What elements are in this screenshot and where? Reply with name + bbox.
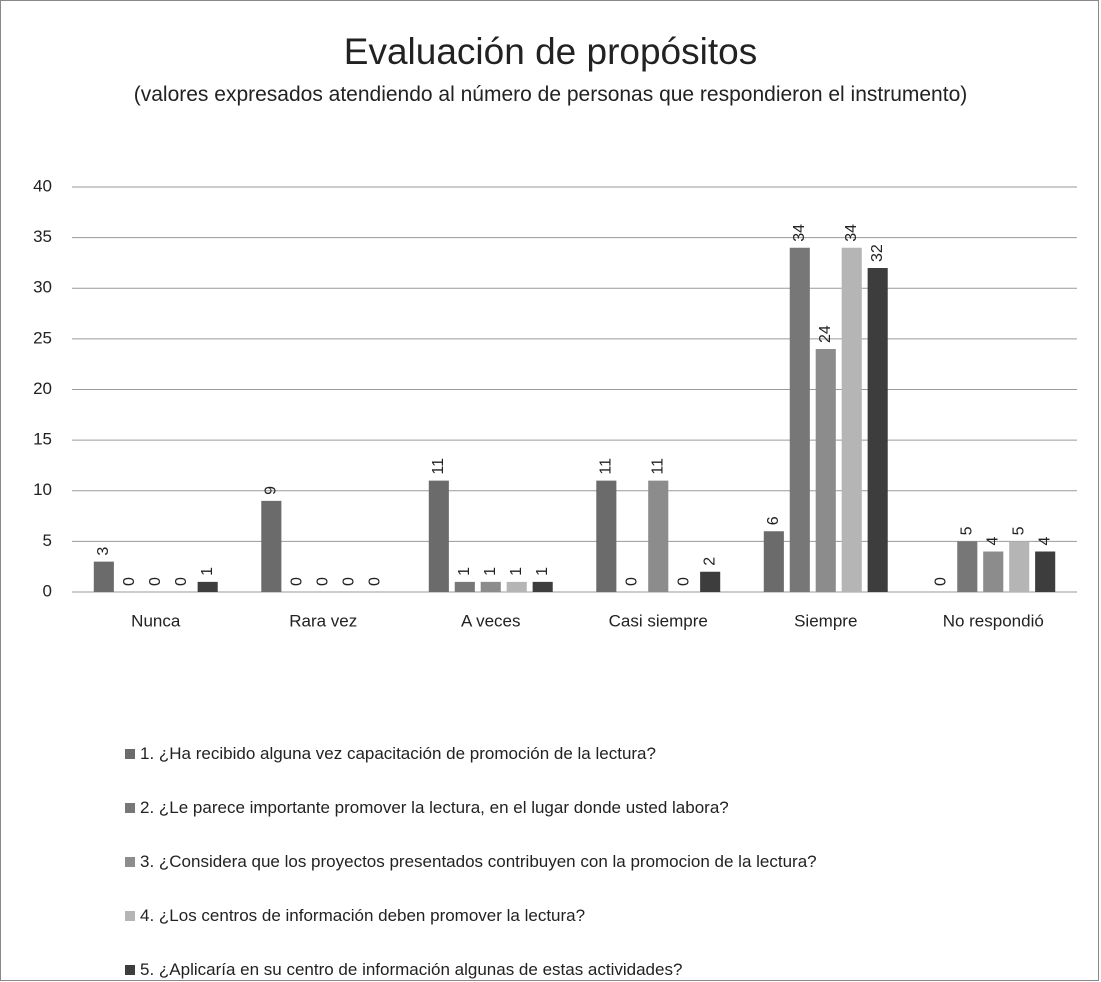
x-tick-label: Siempre (794, 611, 857, 630)
data-label: 0 (289, 577, 306, 586)
bar (428, 480, 449, 592)
y-tick-label: 40 (33, 176, 52, 195)
bar (506, 581, 527, 592)
legend-item: 5. ¿Aplicaría en su centro de informació… (125, 943, 817, 982)
data-label: 1 (508, 567, 525, 576)
legend-label: 3. ¿Considera que los proyectos presenta… (140, 852, 817, 871)
bar (197, 581, 218, 592)
legend: 1. ¿Ha recibido alguna vez capacitación … (125, 727, 817, 982)
data-label: 5 (1010, 526, 1027, 535)
legend-item: 2. ¿Le parece importante promover la lec… (125, 781, 817, 835)
y-tick-label: 0 (43, 581, 52, 600)
bar (261, 500, 282, 592)
data-label: 1 (199, 567, 216, 576)
data-label: 0 (624, 577, 641, 586)
bar (841, 247, 862, 592)
data-label: 0 (340, 577, 357, 586)
chart-title: Evaluación de propósitos (343, 31, 758, 72)
data-label: 1 (534, 567, 551, 576)
data-label: 0 (314, 577, 331, 586)
data-label: 34 (843, 224, 860, 242)
legend-item: 4. ¿Los centros de información deben pro… (125, 889, 817, 943)
x-tick-label: A veces (461, 611, 521, 630)
y-tick-label: 20 (33, 379, 52, 398)
data-label: 11 (430, 458, 447, 475)
bar (1009, 541, 1030, 592)
data-label: 11 (649, 458, 666, 475)
data-label: 0 (147, 577, 164, 586)
bar (700, 571, 721, 592)
legend-swatch (125, 911, 135, 921)
data-label: 34 (791, 224, 808, 242)
bar (815, 349, 836, 592)
legend-label: 4. ¿Los centros de información deben pro… (140, 906, 586, 925)
data-label: 9 (263, 486, 280, 495)
y-tick-label: 15 (33, 430, 52, 449)
data-label: 1 (482, 567, 499, 576)
bar (93, 561, 114, 592)
x-tick-label: Rara vez (289, 611, 357, 630)
bar (480, 581, 501, 592)
data-label: 6 (765, 516, 782, 525)
x-tick-label: Casi siempre (609, 611, 708, 630)
legend-label: 1. ¿Ha recibido alguna vez capacitación … (140, 744, 656, 763)
data-label: 2 (701, 557, 718, 566)
y-tick-label: 25 (33, 328, 52, 347)
legend-swatch (125, 965, 135, 975)
data-label: 32 (869, 244, 886, 262)
data-label: 4 (984, 537, 1001, 546)
y-tick-label: 10 (33, 480, 52, 499)
legend-label: 2. ¿Le parece importante promover la lec… (140, 798, 729, 817)
bar (454, 581, 475, 592)
legend-item: 3. ¿Considera que los proyectos presenta… (125, 835, 817, 889)
y-tick-label: 5 (43, 531, 52, 550)
data-label: 0 (675, 577, 692, 586)
bar (763, 531, 784, 592)
legend-item: 1. ¿Ha recibido alguna vez capacitación … (125, 727, 817, 781)
data-label: 0 (121, 577, 138, 586)
data-label: 0 (933, 577, 950, 586)
x-tick-label: No respondió (943, 611, 1044, 630)
y-tick-label: 35 (33, 227, 52, 246)
data-label: 5 (959, 526, 976, 535)
bar (532, 581, 553, 592)
chart-subtitle: (valores expresados atendiendo al número… (133, 83, 968, 106)
data-label: 4 (1036, 537, 1053, 546)
header: Evaluación de propósitos (valores expres… (0, 28, 1101, 110)
bar (648, 480, 669, 592)
bar (983, 551, 1004, 592)
legend-swatch (125, 857, 135, 867)
data-label: 0 (366, 577, 383, 586)
y-tick-label: 30 (33, 278, 52, 297)
legend-swatch (125, 803, 135, 813)
bar (789, 247, 810, 592)
x-tick-label: Nunca (131, 611, 181, 630)
bar (867, 268, 888, 592)
legend-label: 5. ¿Aplicaría en su centro de informació… (140, 960, 683, 979)
bar (1035, 551, 1056, 592)
data-label: 1 (456, 567, 473, 576)
bar (596, 480, 617, 592)
data-label: 11 (598, 458, 615, 475)
data-label: 3 (95, 547, 112, 556)
data-label: 24 (817, 325, 834, 343)
legend-swatch (125, 749, 135, 759)
bar (957, 541, 978, 592)
data-label: 0 (173, 577, 190, 586)
